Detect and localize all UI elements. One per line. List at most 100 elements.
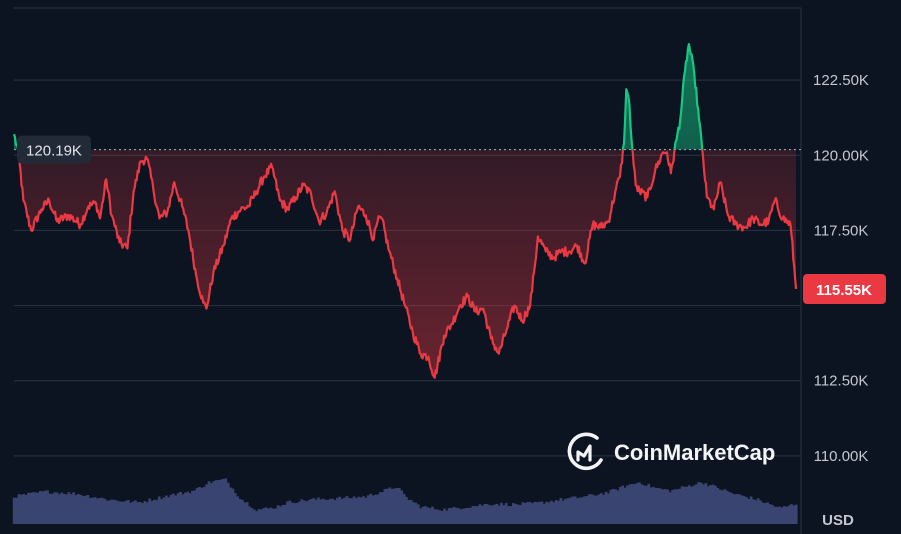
volume-bar: [257, 509, 261, 524]
volume-bar: [153, 499, 156, 524]
volume-bar: [295, 502, 299, 524]
volume-bar: [393, 488, 396, 524]
volume-bar: [716, 487, 720, 524]
volume-bar: [443, 508, 446, 524]
volume-bar: [785, 506, 789, 524]
volume-bar: [115, 500, 118, 524]
volume-bar: [326, 500, 330, 524]
volume-bar: [124, 500, 128, 524]
volume-bar: [630, 484, 634, 524]
volume-bar: [271, 508, 275, 524]
volume-bar: [675, 489, 679, 524]
y-tick-label: 122.50K: [813, 72, 869, 89]
volume-bar: [24, 495, 28, 524]
volume-bar: [229, 487, 232, 524]
volume-bar: [528, 501, 532, 524]
volume-bar: [279, 506, 282, 524]
volume-bar: [728, 492, 732, 524]
volume-bar: [405, 496, 408, 524]
volume-bar: [250, 508, 254, 524]
watermark-text: CoinMarketCap: [614, 440, 775, 465]
volume-bar: [281, 505, 285, 524]
reference-price-text: 120.19K: [26, 143, 82, 160]
volume-bar: [502, 505, 506, 524]
volume-bar: [452, 506, 456, 524]
volume-bar: [19, 494, 23, 524]
volume-bar: [668, 492, 672, 524]
volume-bar: [692, 485, 696, 524]
volume-bar: [81, 496, 85, 524]
volume-bar: [416, 504, 420, 524]
volume-bar: [357, 496, 361, 524]
volume-bar: [164, 495, 168, 524]
volume-bar: [212, 481, 216, 524]
volume-bar: [217, 479, 220, 524]
volume-bar: [312, 498, 316, 524]
volume-bar: [590, 494, 594, 524]
volume-bar: [633, 484, 636, 524]
volume-bar: [609, 489, 613, 524]
volume-bar: [119, 501, 123, 524]
volume-bar: [62, 493, 66, 524]
volume-bar: [407, 499, 411, 524]
volume-bar: [654, 488, 658, 524]
volume-bar: [231, 488, 235, 524]
volume-bar: [671, 489, 674, 524]
volume-bar: [359, 497, 363, 524]
volume-bar: [433, 509, 437, 524]
volume-bar: [224, 478, 228, 524]
volume-bar: [309, 499, 313, 524]
volume-bar: [578, 497, 582, 524]
volume-bar: [96, 498, 99, 524]
volume-bar: [145, 502, 149, 524]
volume-bar: [333, 500, 337, 524]
volume-bar: [328, 498, 332, 524]
volume-bar: [495, 503, 499, 524]
volume-bar: [397, 488, 401, 524]
volume-bar: [507, 506, 510, 524]
volume-bar: [302, 500, 306, 524]
volume-bar: [542, 503, 546, 524]
volume-bar: [350, 498, 354, 524]
volume-bar: [307, 500, 311, 524]
volume-bar: [583, 496, 587, 524]
volume-bar: [183, 492, 187, 524]
volume-bar: [516, 504, 520, 524]
volume-bar: [652, 486, 655, 524]
volume-bar: [400, 490, 404, 524]
volume-bar: [402, 493, 406, 524]
volume-bar: [773, 506, 777, 524]
volume-bar: [775, 506, 779, 524]
volume-bar: [355, 498, 358, 524]
volume-bar: [174, 495, 178, 524]
volume-bar: [17, 494, 21, 524]
volume-bar: [645, 485, 648, 524]
volume-bar: [65, 494, 68, 524]
volume-bar: [754, 500, 758, 524]
volume-bar: [642, 485, 646, 524]
volume-bar: [744, 497, 748, 524]
volume-bar: [252, 509, 256, 524]
volume-bar: [535, 502, 539, 524]
volume-bar: [462, 508, 465, 524]
volume-bar: [473, 506, 477, 524]
volume-bar: [540, 501, 544, 524]
volume-bar: [76, 493, 80, 524]
volume-bar: [205, 484, 209, 524]
volume-bar: [352, 496, 356, 524]
volume-bar: [533, 501, 537, 524]
volume-bar: [100, 497, 104, 524]
volume-bar: [98, 498, 102, 524]
volume-bar: [195, 487, 199, 524]
volume-bar: [267, 508, 270, 524]
volume-bar: [31, 492, 35, 524]
volume-bar: [91, 497, 95, 524]
volume-bar: [27, 492, 30, 524]
volume-bar: [530, 503, 534, 524]
volume-bar: [134, 500, 137, 524]
volume-bar: [210, 483, 213, 524]
current-price-label: 115.55K: [803, 274, 886, 305]
volume-bar: [445, 510, 449, 524]
volume-bar: [136, 502, 140, 524]
volume-bar: [614, 489, 617, 524]
